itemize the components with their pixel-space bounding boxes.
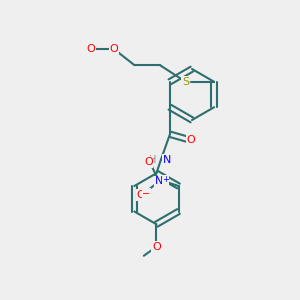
Text: O: O <box>144 157 153 167</box>
Text: O: O <box>87 44 95 54</box>
Text: O: O <box>136 190 146 200</box>
Text: N: N <box>155 176 163 187</box>
Text: −: − <box>142 188 151 199</box>
Text: +: + <box>162 176 169 184</box>
Text: H: H <box>149 155 156 165</box>
Text: O: O <box>87 44 95 54</box>
Text: N: N <box>162 155 171 165</box>
Text: O: O <box>109 44 118 54</box>
Text: O: O <box>152 242 161 252</box>
Text: O: O <box>187 135 195 145</box>
Text: S: S <box>182 77 189 87</box>
